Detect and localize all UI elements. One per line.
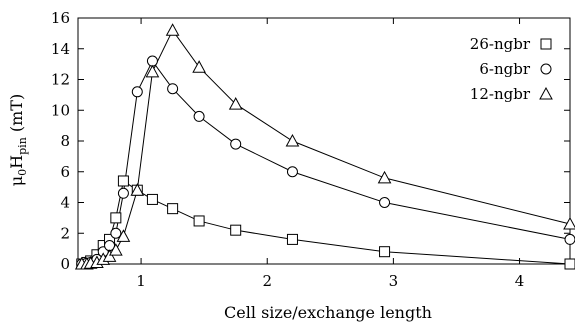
data-point-6-ngbr — [193, 110, 205, 122]
legend-marker-6-ngbr — [540, 63, 552, 75]
data-point-26-ngbr — [379, 246, 391, 258]
data-point-26-ngbr — [193, 215, 205, 227]
data-point-6-ngbr — [564, 233, 575, 245]
y-axis-title: μ0Hpin (mT) — [7, 94, 29, 186]
data-point-26-ngbr — [117, 175, 129, 187]
data-point-12-ngbr — [102, 249, 117, 262]
data-point-26-ngbr — [286, 233, 298, 245]
y-tick-label: 4 — [60, 194, 70, 212]
legend-label-6-ngbr: 6-ngbr — [479, 60, 530, 78]
data-point-6-ngbr — [146, 55, 158, 67]
y-tick-label: 12 — [51, 71, 70, 89]
data-point-12-ngbr — [165, 23, 180, 36]
y-tick-label: 2 — [60, 224, 70, 242]
x-tick-label: 4 — [515, 272, 525, 290]
data-point-12-ngbr — [116, 229, 131, 242]
data-point-6-ngbr — [110, 227, 122, 239]
data-point-12-ngbr — [130, 183, 145, 196]
data-point-6-ngbr — [230, 138, 242, 150]
data-point-12-ngbr — [563, 216, 575, 230]
data-point-12-ngbr — [228, 97, 243, 110]
data-point-26-ngbr — [167, 203, 179, 215]
legend-marker-26-ngbr — [540, 38, 552, 50]
x-tick-label: 3 — [389, 272, 399, 290]
y-tick-label: 14 — [51, 40, 70, 58]
data-point-26-ngbr — [230, 224, 242, 236]
data-point-6-ngbr — [167, 83, 179, 95]
y-tick-label: 6 — [60, 163, 70, 181]
data-point-12-ngbr — [377, 170, 392, 184]
data-point-12-ngbr — [145, 64, 160, 78]
x-tick-label: 1 — [136, 272, 146, 290]
series-line-26-ngbr — [81, 180, 571, 265]
y-tick-label: 0 — [60, 255, 70, 273]
legend-label-26-ngbr: 26-ngbr — [470, 35, 531, 53]
data-point-6-ngbr — [131, 86, 143, 98]
data-point-6-ngbr — [117, 187, 129, 199]
data-point-12-ngbr — [285, 133, 300, 147]
y-tick-label: 10 — [51, 101, 70, 119]
axes-frame — [77, 17, 571, 265]
x-tick-label: 2 — [262, 272, 272, 290]
data-point-6-ngbr — [286, 166, 298, 178]
data-point-6-ngbr — [379, 197, 391, 208]
legend-marker-12-ngbr — [539, 86, 553, 100]
plot-frame — [77, 17, 571, 265]
y-tick-label: 8 — [60, 132, 70, 150]
data-point-12-ngbr — [109, 243, 123, 256]
x-axis-title: Cell size/exchange length — [224, 303, 432, 322]
data-point-26-ngbr — [110, 212, 122, 224]
legend-label-12-ngbr: 12-ngbr — [470, 85, 531, 103]
series-markers — [74, 23, 575, 270]
legend: 26-ngbr 6-ngbr 12-ngbr — [470, 35, 553, 103]
data-point-12-ngbr — [192, 60, 206, 73]
y-tick-label: 16 — [51, 9, 70, 27]
data-point-26-ngbr — [146, 193, 158, 205]
data-point-26-ngbr — [564, 258, 575, 270]
